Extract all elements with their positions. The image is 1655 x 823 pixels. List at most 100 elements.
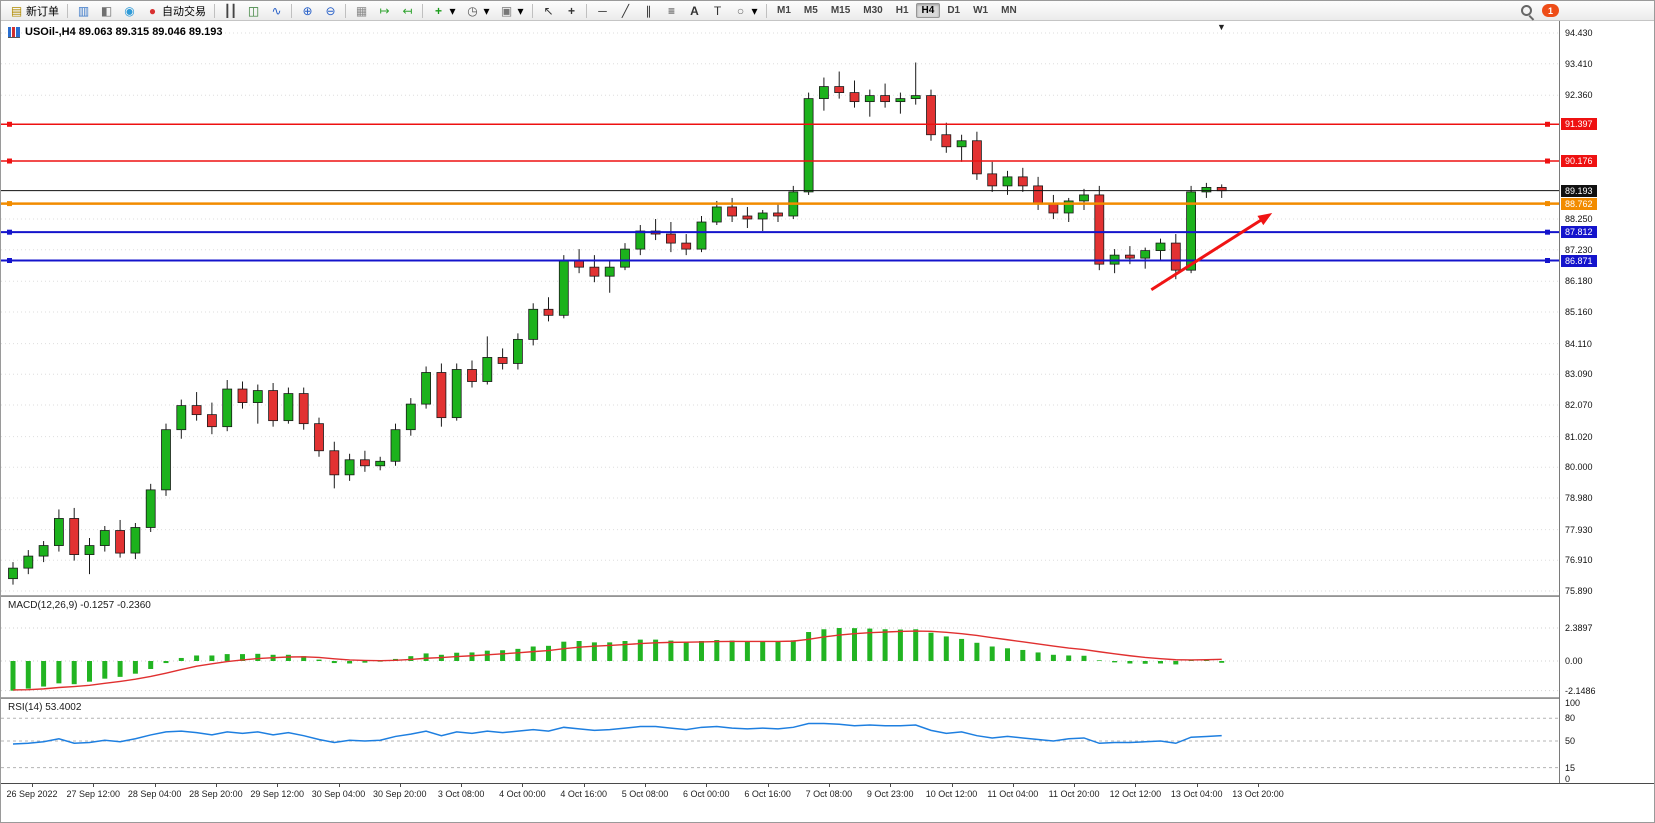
line-handle (7, 121, 12, 127)
line-handle (1545, 229, 1550, 235)
pane-splitter[interactable] (1, 595, 1654, 597)
time-tick (1196, 784, 1198, 787)
grid-button[interactable]: ▦ (350, 3, 372, 19)
timeframe-m1[interactable]: M1 (771, 3, 797, 18)
chevron-down-icon: ▾ (751, 3, 757, 18)
time-tick (951, 784, 953, 787)
rsi-axis-label: 50 (1565, 736, 1576, 746)
text-tool-icon: A (690, 3, 699, 18)
chevron-down-icon: ▾ (483, 3, 489, 18)
toolbar-separator (422, 3, 423, 18)
search-icon[interactable] (1521, 5, 1532, 16)
time-axis[interactable]: 26 Sep 2022 27 Sep 12:00 28 Sep 04:00 28 Se… (1, 783, 1654, 806)
price-badge: 89.193 (1561, 184, 1597, 197)
price-axis-label: 75.890 (1565, 586, 1593, 596)
rsi-line (12, 722, 1222, 745)
price-axis-label: 82.070 (1565, 400, 1593, 410)
chevron-down-icon: ▾ (449, 3, 455, 18)
line-handle (7, 201, 12, 207)
time-axis-label: 4 Oct 00:00 (499, 789, 546, 799)
price-axis-label: 92.360 (1565, 90, 1593, 101)
time-axis-label: 26 Sep 2022 (6, 789, 58, 799)
price-badge: 87.812 (1561, 226, 1597, 239)
price-chart[interactable] (1, 21, 1559, 595)
toolbar: ▤ 新订单 ▥ ◧ ◉ ● 自动交易 ┃┃ ◫ ∿ ⊕ ⊖ (1, 1, 1654, 21)
timeframe-m15[interactable]: M15 (825, 3, 856, 18)
zoom-out-button[interactable]: ⊖ (319, 3, 341, 19)
market-watch-icon: ▥ (77, 3, 89, 18)
macd-label: MACD(12,26,9) -0.1257 -0.2360 (8, 600, 151, 611)
macd-axis-label: -2.1486 (1565, 685, 1596, 696)
fibonacci-button[interactable]: ≡ (660, 3, 682, 19)
timeframe-d1[interactable]: D1 (941, 3, 966, 18)
data-window-button[interactable]: ◧ (95, 3, 117, 19)
rsi-indicator-pane[interactable] (1, 699, 1559, 783)
horizontal-line-button[interactable]: ─ (591, 3, 613, 19)
text-tool-button[interactable]: A (683, 3, 705, 19)
time-tick (706, 784, 708, 787)
line-handle (1545, 201, 1550, 207)
price-axis-label: 93.410 (1565, 58, 1593, 69)
time-axis-label: 7 Oct 08:00 (805, 789, 853, 799)
time-axis-label: 4 Oct 16:00 (560, 789, 607, 799)
time-tick (215, 784, 217, 787)
rsi-axis-label: 0 (1565, 774, 1571, 784)
time-tick (645, 784, 646, 787)
chart-shift-button[interactable]: ↤ (396, 3, 418, 19)
toolbar-separator (766, 3, 767, 18)
time-tick (32, 784, 33, 787)
chart-shift-marker[interactable]: ▼ (1217, 22, 1226, 32)
shapes-button[interactable]: ○ ▾ (729, 3, 762, 19)
cursor-button[interactable]: ↖ (537, 3, 559, 19)
rsi-label: RSI(14) 53.4002 (8, 702, 82, 713)
templates-button[interactable]: ▣ ▾ (495, 3, 528, 19)
price-axis-label: 78.980 (1565, 493, 1593, 503)
channel-button[interactable]: ∥ (637, 3, 659, 19)
price-badge: 90.176 (1561, 155, 1597, 168)
indicators-button[interactable]: + ▾ (427, 3, 460, 19)
line-chart-icon: ∿ (271, 3, 281, 18)
time-axis-label: 11 Oct 20:00 (1048, 789, 1100, 799)
auto-scroll-icon: ↦ (379, 3, 389, 18)
bar-chart-icon: ┃┃ (223, 3, 237, 18)
toolbar-separator (67, 3, 68, 18)
auto-trading-button[interactable]: ● 自动交易 (141, 2, 210, 20)
price-axis[interactable]: 94.430 93.410 92.360 88.250 87.230 86.180 85.1… (1559, 21, 1654, 784)
time-axis-label: 13 Oct 20:00 (1232, 789, 1284, 799)
line-handle (7, 229, 12, 235)
timeframe-m5[interactable]: M5 (798, 3, 824, 18)
line-handle (1545, 258, 1550, 264)
timeframe-w1[interactable]: W1 (967, 3, 994, 18)
timeframe-h1[interactable]: H1 (890, 3, 915, 18)
market-watch-button[interactable]: ▥ (72, 3, 94, 19)
navigator-button[interactable]: ◉ (118, 3, 140, 19)
time-axis-label: 6 Oct 16:00 (744, 789, 791, 799)
new-order-button[interactable]: ▤ 新订单 (5, 2, 63, 20)
candlesticks (8, 62, 1227, 585)
notification-badge[interactable]: 1 (1542, 4, 1559, 17)
label-tool-button[interactable]: T (706, 3, 728, 19)
trendline-button[interactable]: ╱ (614, 3, 636, 19)
timeframe-h4[interactable]: H4 (915, 3, 941, 18)
line-handle (1545, 158, 1550, 164)
zoom-in-button[interactable]: ⊕ (296, 3, 318, 19)
candlestick-chart-button[interactable]: ◫ (242, 3, 264, 19)
period-button[interactable]: ◷ ▾ (461, 3, 494, 19)
price-badge: 86.871 (1561, 254, 1597, 267)
macd-indicator-pane[interactable] (1, 597, 1559, 697)
timeframe-m30[interactable]: M30 (857, 3, 888, 18)
price-axis-label: 85.160 (1565, 307, 1593, 317)
crosshair-icon: + (567, 3, 575, 18)
time-tick (828, 784, 830, 787)
time-axis-label: 27 Sep 12:00 (66, 789, 121, 799)
crosshair-button[interactable]: + (560, 3, 582, 19)
bar-chart-button[interactable]: ┃┃ (219, 3, 241, 19)
timeframe-mn[interactable]: MN (995, 3, 1023, 18)
line-chart-button[interactable]: ∿ (265, 3, 287, 19)
zoom-in-icon: ⊕ (302, 3, 312, 18)
zoom-out-icon: ⊖ (325, 3, 335, 18)
price-axis-label: 87.230 (1565, 244, 1593, 255)
auto-scroll-button[interactable]: ↦ (373, 3, 395, 19)
pane-splitter[interactable] (1, 697, 1654, 699)
